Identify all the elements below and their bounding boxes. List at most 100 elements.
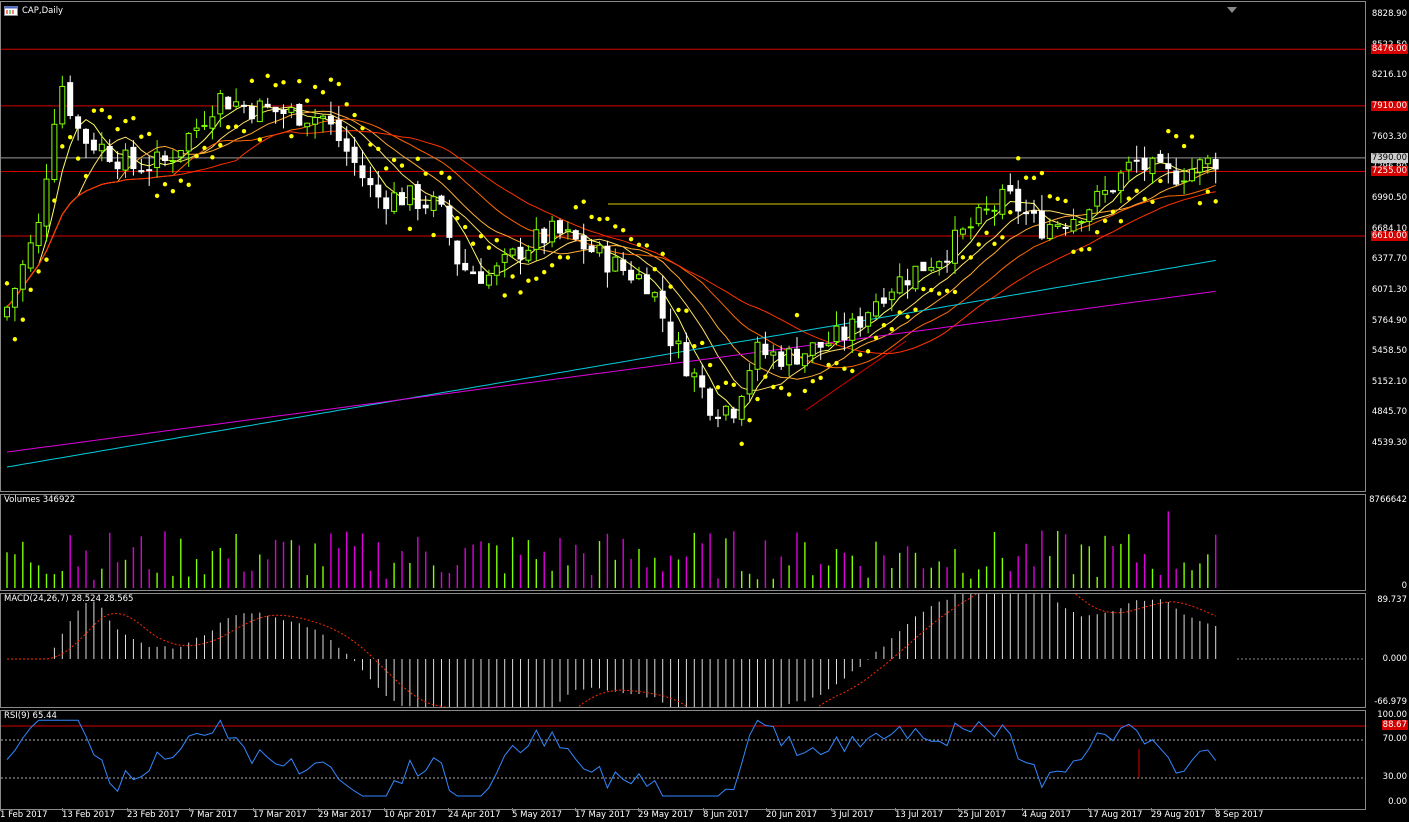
- candle: [817, 341, 824, 348]
- sar-dot: [1079, 247, 1084, 252]
- sar-dot: [494, 238, 499, 243]
- sar-dot: [344, 102, 349, 107]
- sar-dot: [771, 384, 776, 390]
- date-label: 7 Mar 2017: [189, 810, 238, 820]
- candle: [1204, 157, 1211, 165]
- candle: [1078, 220, 1085, 223]
- ma-fast-line: [6, 104, 1216, 412]
- candle: [406, 185, 413, 206]
- candle: [138, 170, 145, 173]
- macd-axis: 89.737 0.000 -66.979: [1366, 593, 1409, 708]
- sar-dot: [826, 362, 831, 368]
- chart-window-icon: [4, 6, 18, 16]
- sar-dot: [652, 267, 657, 272]
- date-label: 13 Feb 2017: [62, 810, 115, 820]
- candle: [651, 292, 658, 298]
- candle: [478, 271, 484, 284]
- candle: [888, 291, 895, 301]
- macd-pane[interactable]: MACD(24,26,7) 28.524 28.565: [0, 593, 1366, 708]
- candle: [130, 146, 137, 170]
- date-label: 17 May 2017: [575, 810, 631, 820]
- candle: [241, 104, 247, 107]
- candle: [304, 122, 311, 128]
- candle: [636, 274, 642, 280]
- candle: [383, 197, 390, 210]
- ma-cyan-line: [6, 259, 1216, 468]
- date-label: 5 May 2017: [512, 810, 563, 820]
- sar-dot: [834, 360, 839, 366]
- sar-dot: [1087, 246, 1092, 252]
- sar-dot: [779, 385, 784, 391]
- candle: [209, 116, 216, 129]
- candle: [1062, 226, 1069, 229]
- date-tick: [1088, 808, 1089, 811]
- date-tick: [189, 808, 190, 811]
- sar-dot: [297, 78, 302, 84]
- candle: [841, 326, 848, 341]
- rsi-pane[interactable]: RSI(9) 65.44: [0, 710, 1366, 810]
- price-chart-pane[interactable]: CAP,Daily: [0, 1, 1366, 492]
- price-axis-label: 5458.50: [1371, 346, 1407, 357]
- chart-shift-marker[interactable]: [1227, 7, 1237, 13]
- sar-dot: [952, 289, 958, 295]
- sar-dot: [984, 230, 989, 235]
- candle: [1094, 190, 1101, 207]
- price-axis-label: 4845.70: [1371, 407, 1407, 418]
- candle: [27, 242, 34, 269]
- candle: [959, 228, 966, 235]
- candle: [730, 408, 737, 419]
- candle: [75, 116, 82, 129]
- rsi-axis-70: 70.00: [1382, 734, 1407, 744]
- candle: [754, 341, 761, 370]
- candle: [430, 196, 437, 211]
- chart-title: CAP,Daily: [4, 6, 63, 16]
- candle: [1117, 172, 1124, 192]
- volume-pane[interactable]: Volumes 346922: [0, 494, 1366, 591]
- sar-dot: [249, 78, 255, 84]
- candle: [912, 265, 919, 290]
- candle: [762, 343, 769, 356]
- candle: [264, 103, 271, 108]
- sar-dot: [289, 133, 294, 139]
- date-tick: [448, 808, 449, 811]
- candle: [541, 228, 548, 244]
- sar-dot: [542, 269, 547, 275]
- candle: [256, 100, 263, 123]
- sar-dot: [1197, 200, 1203, 206]
- sar-dot: [391, 157, 397, 163]
- sar-dot: [873, 335, 879, 340]
- candle: [90, 139, 97, 151]
- sar-dot: [423, 171, 428, 176]
- sar-dot: [305, 98, 310, 103]
- candle: [533, 229, 540, 250]
- sar-dot: [565, 255, 571, 260]
- sar-dot: [684, 308, 689, 313]
- candle: [1212, 159, 1219, 170]
- date-tick: [512, 808, 513, 811]
- candle: [98, 143, 105, 152]
- candle: [154, 151, 161, 169]
- sar-dot: [131, 115, 136, 121]
- sar-dot: [1166, 128, 1171, 134]
- price-axis-label: 4539.30: [1371, 438, 1407, 449]
- sar-dot: [818, 375, 823, 381]
- candle: [1046, 223, 1053, 239]
- date-label: 1 Feb 2017: [0, 810, 48, 820]
- candle: [509, 248, 516, 256]
- price-chart-svg: [1, 48, 1365, 468]
- sar-dot: [478, 233, 484, 239]
- sar-dot: [1031, 175, 1037, 181]
- sar-dot: [534, 276, 539, 281]
- price-axis-label: 7603.30: [1371, 131, 1407, 142]
- candle: [225, 96, 232, 110]
- sar-dot: [976, 242, 981, 247]
- sar-dot: [1205, 189, 1211, 194]
- date-label: 29 Aug 2017: [1151, 810, 1206, 820]
- sar-dot: [20, 317, 25, 322]
- sar-dot: [75, 156, 81, 161]
- candle: [1070, 218, 1077, 232]
- candle: [1102, 190, 1109, 195]
- candle: [596, 244, 603, 254]
- candle: [825, 343, 832, 347]
- sar-dot: [763, 374, 768, 379]
